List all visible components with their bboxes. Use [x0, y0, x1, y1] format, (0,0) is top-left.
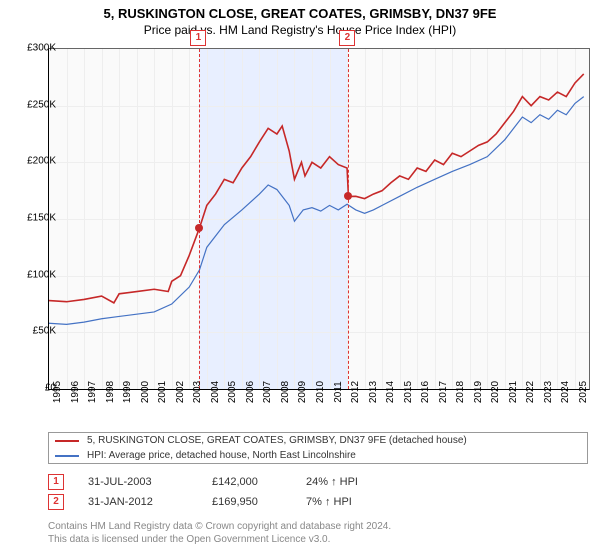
x-axis-label: 1997	[87, 381, 98, 403]
chart-svg	[49, 49, 589, 389]
footer-line: This data is licensed under the Open Gov…	[48, 533, 391, 546]
x-axis-label: 2018	[455, 381, 466, 403]
x-axis-label: 2003	[192, 381, 203, 403]
x-axis-label: 2002	[175, 381, 186, 403]
x-axis-label: 2007	[262, 381, 273, 403]
event-date: 31-JUL-2003	[88, 476, 188, 488]
y-axis-label: £200K	[10, 156, 56, 167]
x-axis-label: 2005	[227, 381, 238, 403]
series-hpi	[49, 97, 584, 325]
event-marker-dot	[344, 192, 352, 200]
event-row: 1 31-JUL-2003 £142,000 24% ↑ HPI	[48, 474, 358, 490]
y-axis-label: £50K	[10, 326, 56, 337]
event-date: 31-JAN-2012	[88, 496, 188, 508]
legend-swatch	[55, 455, 79, 457]
x-axis-label: 2015	[403, 381, 414, 403]
x-axis-label: 2025	[578, 381, 589, 403]
x-axis-label: 1998	[105, 381, 116, 403]
event-price: £142,000	[212, 476, 282, 488]
x-axis-label: 2006	[245, 381, 256, 403]
chart-title: 5, RUSKINGTON CLOSE, GREAT COATES, GRIMS…	[0, 0, 600, 21]
event-marker-dot	[195, 224, 203, 232]
legend-box: 5, RUSKINGTON CLOSE, GREAT COATES, GRIMS…	[48, 432, 588, 464]
legend-item: 5, RUSKINGTON CLOSE, GREAT COATES, GRIMS…	[49, 433, 587, 448]
event-badge: 1	[48, 474, 64, 490]
x-axis-label: 1996	[70, 381, 81, 403]
events-table: 1 31-JUL-2003 £142,000 24% ↑ HPI 2 31-JAN-201…	[48, 474, 358, 514]
y-axis-label: £100K	[10, 269, 56, 280]
x-axis-label: 2021	[508, 381, 519, 403]
event-marker-line	[199, 49, 200, 389]
x-axis-label: 2001	[157, 381, 168, 403]
event-badge: 2	[48, 494, 64, 510]
x-axis-label: 2019	[473, 381, 484, 403]
x-axis-label: 1995	[52, 381, 63, 403]
x-axis-label: 2023	[543, 381, 554, 403]
x-axis-label: 2012	[350, 381, 361, 403]
x-axis-label: 2010	[315, 381, 326, 403]
x-axis-label: 2024	[560, 381, 571, 403]
x-axis-label: 2000	[140, 381, 151, 403]
event-marker-badge: 1	[190, 30, 206, 46]
event-marker-line	[348, 49, 349, 389]
y-axis-label: £300K	[10, 43, 56, 54]
y-axis-label: £150K	[10, 213, 56, 224]
x-axis-label: 2008	[280, 381, 291, 403]
y-axis-label: £0	[10, 383, 56, 394]
x-axis-label: 2017	[438, 381, 449, 403]
legend-label: HPI: Average price, detached house, Nort…	[87, 450, 356, 461]
footer-line: Contains HM Land Registry data © Crown c…	[48, 520, 391, 533]
legend-label: 5, RUSKINGTON CLOSE, GREAT COATES, GRIMS…	[87, 435, 467, 446]
x-axis-label: 2013	[368, 381, 379, 403]
y-axis-label: £250K	[10, 99, 56, 110]
event-row: 2 31-JAN-2012 £169,950 7% ↑ HPI	[48, 494, 358, 510]
footer-attribution: Contains HM Land Registry data © Crown c…	[48, 520, 391, 546]
event-hpi: 7% ↑ HPI	[306, 496, 352, 508]
event-hpi: 24% ↑ HPI	[306, 476, 358, 488]
x-axis-label: 2020	[490, 381, 501, 403]
x-axis-label: 2004	[210, 381, 221, 403]
x-axis-label: 2016	[420, 381, 431, 403]
chart-subtitle: Price paid vs. HM Land Registry's House …	[0, 21, 600, 37]
x-axis-label: 2011	[333, 381, 344, 403]
legend-item: HPI: Average price, detached house, Nort…	[49, 448, 587, 463]
x-axis-label: 1999	[122, 381, 133, 403]
x-axis-label: 2009	[297, 381, 308, 403]
legend-swatch	[55, 440, 79, 442]
series-property	[49, 74, 584, 303]
event-price: £169,950	[212, 496, 282, 508]
x-axis-label: 2022	[525, 381, 536, 403]
x-axis-label: 2014	[385, 381, 396, 403]
chart-plot-area	[48, 48, 590, 390]
event-marker-badge: 2	[339, 30, 355, 46]
